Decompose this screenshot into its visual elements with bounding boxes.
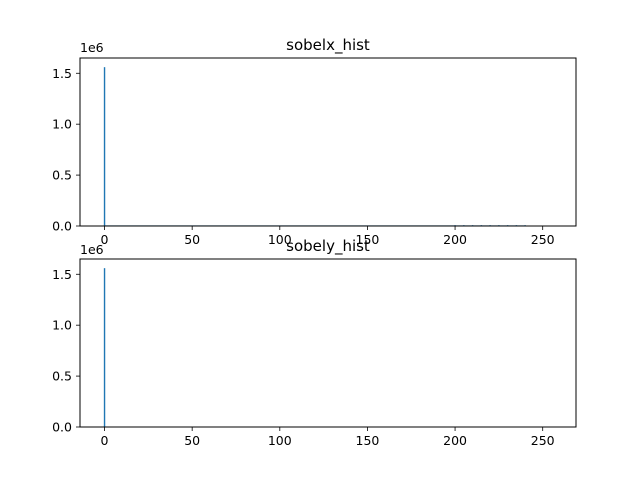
- y-tick-label: 1.5: [52, 267, 72, 282]
- histogram-bar: [103, 268, 106, 427]
- x-tick-label: 200: [443, 232, 467, 247]
- x-tick-label: 100: [268, 433, 292, 448]
- x-tick-label: 100: [268, 232, 292, 247]
- x-tick-label: 200: [443, 433, 467, 448]
- ticks: 0 50 100 150 200 250 0.0 0.5 1.0 1.5: [52, 66, 555, 247]
- y-tick-label: 0.5: [52, 168, 72, 183]
- subplot-sobelx: sobelx_hist 1e6 0 50 100 150 200 250 0.0 0.5 1.0…: [52, 36, 577, 247]
- ticks: 0 50 100 150 200 250 0.0 0.5 1.0 1.5: [52, 267, 555, 448]
- chart-title: sobelx_hist: [286, 36, 370, 55]
- histogram-bar: [103, 67, 106, 226]
- y-offset-label: 1e6: [80, 242, 104, 257]
- y-offset-label: 1e6: [80, 40, 104, 55]
- plot-area: [103, 268, 106, 427]
- x-tick-label: 250: [531, 433, 555, 448]
- axes-frame: [79, 57, 577, 227]
- subplot-sobely: sobely_hist 1e6 0 50 100 150 200 250 0.0 0.5 1.0…: [52, 237, 577, 448]
- x-tick-label: 50: [184, 433, 200, 448]
- y-tick-label: 1.5: [52, 66, 72, 81]
- x-tick-label: 0: [101, 232, 109, 247]
- y-tick-label: 0.0: [52, 420, 72, 435]
- y-tick-label: 0.0: [52, 219, 72, 234]
- x-tick-label: 50: [184, 232, 200, 247]
- x-tick-label: 150: [356, 433, 380, 448]
- x-tick-label: 250: [531, 232, 555, 247]
- chart-title: sobely_hist: [286, 237, 370, 256]
- axes-frame: [79, 258, 577, 428]
- x-tick-label: 150: [356, 232, 380, 247]
- y-tick-label: 0.5: [52, 369, 72, 384]
- y-tick-label: 1.0: [52, 318, 72, 333]
- x-tick-label: 0: [101, 433, 109, 448]
- y-tick-label: 1.0: [52, 117, 72, 132]
